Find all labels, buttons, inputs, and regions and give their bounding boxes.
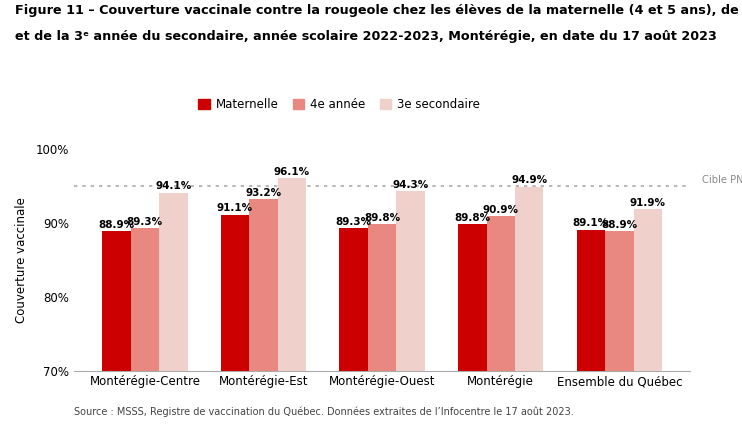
Text: et de la 3ᵉ année du secondaire, année scolaire 2022-2023, Montérégie, en date d: et de la 3ᵉ année du secondaire, année s… — [15, 30, 717, 43]
Text: 94.9%: 94.9% — [511, 176, 548, 185]
Text: 96.1%: 96.1% — [274, 167, 310, 176]
Text: 94.3%: 94.3% — [393, 180, 429, 190]
Bar — [605, 231, 634, 426]
Bar — [487, 216, 515, 426]
Text: Cible PNSP : 95%: Cible PNSP : 95% — [703, 175, 742, 185]
Bar — [221, 215, 249, 426]
Bar — [278, 178, 306, 426]
Text: 94.1%: 94.1% — [155, 181, 191, 191]
Bar — [634, 209, 662, 426]
Text: 89.8%: 89.8% — [364, 213, 400, 223]
Bar — [368, 225, 396, 426]
Bar — [131, 228, 159, 426]
Text: 88.9%: 88.9% — [601, 220, 637, 230]
Bar — [339, 228, 368, 426]
Text: 93.2%: 93.2% — [246, 188, 281, 198]
Text: 89.1%: 89.1% — [573, 218, 609, 228]
Bar — [396, 191, 425, 426]
Bar — [515, 187, 543, 426]
Y-axis label: Couverture vaccinale: Couverture vaccinale — [15, 197, 27, 323]
Legend: Maternelle, 4e année, 3e secondaire: Maternelle, 4e année, 3e secondaire — [193, 93, 485, 115]
Text: Source : MSSS, Registre de vaccination du Québec. Données extraites de l’Infocen: Source : MSSS, Registre de vaccination d… — [74, 407, 574, 417]
Text: Figure 11 – Couverture vaccinale contre la rougeole chez les élèves de la matern: Figure 11 – Couverture vaccinale contre … — [15, 4, 742, 17]
Text: 91.1%: 91.1% — [217, 204, 253, 213]
Bar — [159, 193, 188, 426]
Text: 90.9%: 90.9% — [483, 205, 519, 215]
Text: 88.9%: 88.9% — [99, 220, 134, 230]
Text: 89.8%: 89.8% — [454, 213, 490, 223]
Bar — [458, 225, 487, 426]
Text: 89.3%: 89.3% — [335, 217, 372, 227]
Bar — [249, 199, 278, 426]
Text: 89.3%: 89.3% — [127, 217, 163, 227]
Bar — [102, 231, 131, 426]
Text: 91.9%: 91.9% — [630, 198, 666, 207]
Bar — [577, 230, 605, 426]
